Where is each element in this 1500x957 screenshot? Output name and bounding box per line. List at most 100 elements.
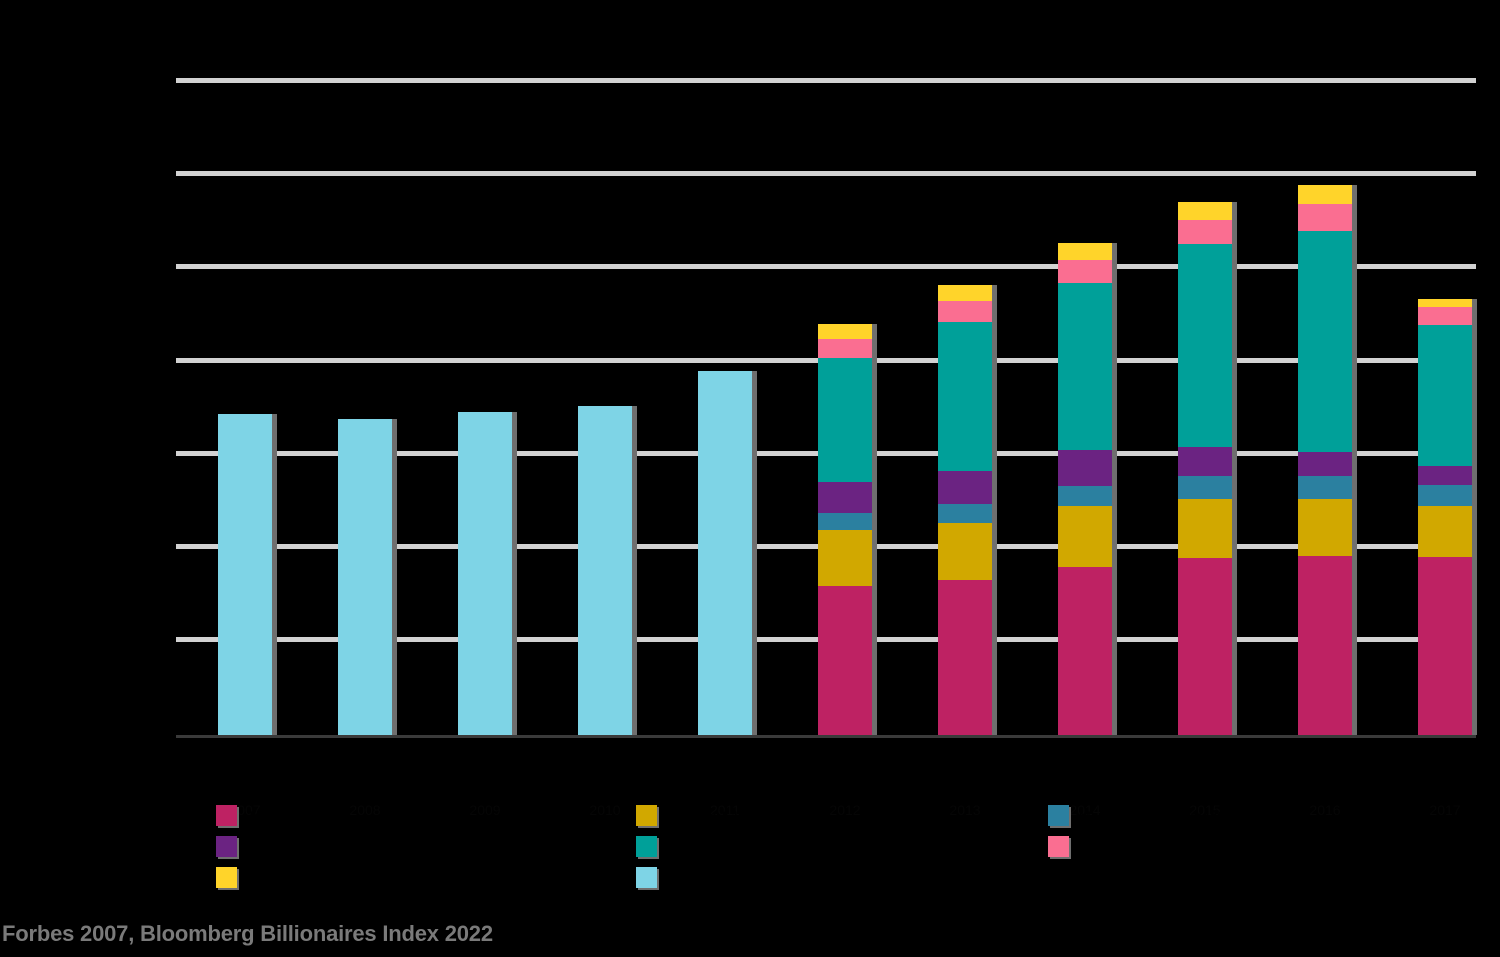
bar-segment[interactable] [1058, 282, 1112, 451]
x-axis-tick-label: 2014 [1069, 802, 1101, 818]
bar-segment[interactable] [1298, 498, 1352, 557]
bar-segment[interactable] [938, 470, 992, 505]
bar-segment[interactable] [818, 324, 872, 340]
bar-segment[interactable] [1298, 231, 1352, 452]
x-axis-line [176, 735, 1476, 738]
bar-segment[interactable] [938, 301, 992, 322]
bar-segment[interactable] [818, 530, 872, 587]
bar[interactable] [218, 413, 272, 735]
bar[interactable] [1178, 202, 1232, 735]
bar-segment[interactable] [1298, 451, 1352, 477]
bar-segment[interactable] [1058, 260, 1112, 283]
x-axis-tick-label: 2012 [829, 802, 861, 818]
legend-item[interactable]: Total (all sectors) [636, 862, 809, 893]
legend-swatch-energy [216, 867, 237, 888]
bar-segment[interactable] [578, 406, 632, 735]
y-axis-tick-label: 200 [140, 532, 166, 550]
bar-segment[interactable] [1058, 450, 1112, 486]
bar-segment[interactable] [1178, 447, 1232, 477]
bar[interactable] [338, 419, 392, 735]
legend-item-label: Total (all sectors) [667, 869, 773, 886]
x-axis-tick-label: 2009 [469, 802, 501, 818]
legend-item[interactable]: Media & Entertainment [1048, 800, 1221, 831]
bar-segment[interactable] [1058, 243, 1112, 261]
bar-segment[interactable] [1178, 202, 1232, 221]
bar[interactable] [458, 411, 512, 735]
bar-segment[interactable] [1298, 476, 1352, 499]
bar-segment[interactable] [818, 481, 872, 514]
legend-item[interactable]: Other sectors [636, 831, 809, 862]
chart-legend: Technology Manufacturing Energy Finance & I… [176, 800, 1476, 895]
legend-item-label: Finance & Investments [667, 807, 810, 824]
bar-segment[interactable] [818, 339, 872, 358]
bar-segment[interactable] [1058, 505, 1112, 568]
bar[interactable] [1298, 184, 1352, 735]
bar[interactable] [1058, 243, 1112, 735]
bar-segment[interactable] [1418, 299, 1472, 307]
legend-column: Technology Manufacturing Energy [216, 800, 336, 893]
bar-segment[interactable] [818, 513, 872, 531]
bar-segment[interactable] [1418, 484, 1472, 506]
bar-segment[interactable] [1298, 204, 1352, 232]
gridline [176, 264, 1476, 270]
legend-item[interactable]: Manufacturing [216, 831, 336, 862]
bar-segment[interactable] [1058, 567, 1112, 735]
bar-segment[interactable] [1178, 220, 1232, 245]
legend-swatch-finance [636, 805, 657, 826]
x-axis-tick-label: 2016 [1309, 802, 1341, 818]
legend-swatch-manufacturing [216, 836, 237, 857]
bar[interactable] [1418, 299, 1472, 735]
bar-segment[interactable] [698, 370, 752, 735]
legend-item[interactable]: Technology [216, 800, 336, 831]
x-axis-tick-label: 2017 [1429, 802, 1461, 818]
bar-segment[interactable] [1418, 465, 1472, 485]
legend-item-label: Energy [247, 869, 292, 886]
legend-item-label: Healthcare [1079, 838, 1147, 855]
legend-column: Finance & Investments Other sectors Total … [636, 800, 809, 893]
legend-swatch-other [636, 836, 657, 857]
bar-segment[interactable] [1178, 558, 1232, 735]
legend-item[interactable]: Healthcare [1048, 831, 1221, 862]
bar-segment[interactable] [1418, 306, 1472, 326]
bar-segment[interactable] [458, 411, 512, 735]
bar-segment[interactable] [1298, 184, 1352, 205]
bar-segment[interactable] [818, 357, 872, 482]
x-axis-tick-label: 2008 [349, 802, 381, 818]
legend-item-label: Media & Entertainment [1079, 807, 1222, 824]
bar-segment[interactable] [1178, 476, 1232, 499]
bar-segment[interactable] [938, 522, 992, 581]
bar[interactable] [578, 406, 632, 735]
bar-segment[interactable] [1178, 244, 1232, 448]
bar-segment[interactable] [1178, 498, 1232, 559]
bar-segment[interactable] [1418, 325, 1472, 466]
bar-segment[interactable] [938, 504, 992, 523]
y-axis-tick-label: 300 [140, 439, 166, 457]
bar-segment[interactable] [938, 285, 992, 302]
bar-segment[interactable] [338, 419, 392, 735]
legend-item[interactable]: Energy [216, 862, 336, 893]
bar-segment[interactable] [218, 413, 272, 735]
legend-item-label: Other sectors [667, 838, 752, 855]
bar-segment[interactable] [1298, 556, 1352, 735]
x-axis-tick-label: 2010 [589, 802, 621, 818]
bar[interactable] [938, 285, 992, 735]
legend-swatch-healthcare [1048, 836, 1069, 857]
y-axis-tick-label: 400 [140, 346, 166, 364]
source-note: Forbes 2007, Bloomberg Billionaires Inde… [2, 921, 493, 946]
bar-segment[interactable] [938, 580, 992, 735]
bar-segment[interactable] [1418, 505, 1472, 558]
bar[interactable] [698, 370, 752, 735]
bar-segment[interactable] [1418, 557, 1472, 735]
x-axis-tick-label: 2011 [709, 802, 741, 818]
y-axis-tick-label: 500 [140, 252, 166, 270]
legend-swatch-technology [216, 805, 237, 826]
bar-segment[interactable] [818, 586, 872, 735]
bar-segment[interactable] [938, 321, 992, 471]
bar[interactable] [818, 324, 872, 735]
bar-segment[interactable] [1058, 485, 1112, 506]
legend-item[interactable]: Finance & Investments [636, 800, 809, 831]
legend-column: Media & Entertainment Healthcare [1048, 800, 1221, 862]
x-axis-tick-label: 2007 [229, 802, 261, 818]
x-axis-tick-label: 2013 [949, 802, 981, 818]
